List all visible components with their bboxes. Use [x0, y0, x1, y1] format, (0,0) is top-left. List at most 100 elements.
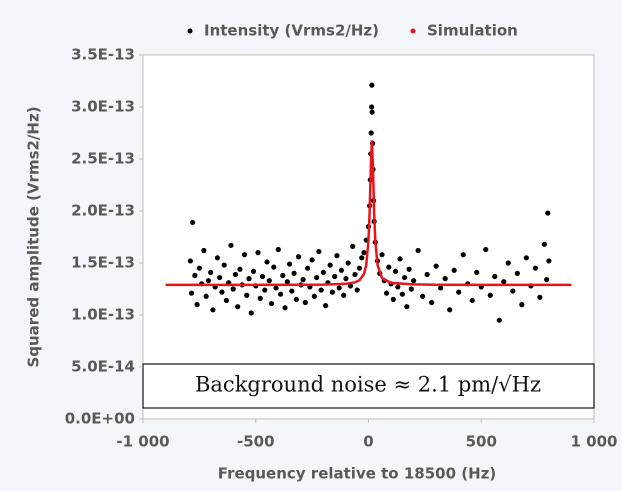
- data-point: [223, 297, 230, 304]
- data-point: [379, 252, 385, 258]
- data-point: [359, 255, 365, 261]
- data-point: [345, 260, 351, 266]
- data-point: [386, 264, 392, 270]
- data-point: [244, 292, 250, 298]
- data-point: [537, 294, 543, 300]
- data-point: [338, 267, 345, 273]
- data-point: [456, 289, 462, 295]
- data-point: [392, 268, 399, 274]
- data-point: [187, 258, 193, 264]
- data-point: [401, 274, 408, 281]
- data-point: [350, 243, 356, 249]
- data-point: [483, 246, 489, 253]
- data-point: [501, 279, 507, 285]
- data-point: [327, 262, 333, 268]
- y-tick-label: 3.5E-13: [71, 46, 135, 64]
- data-point: [544, 277, 550, 283]
- data-point: [433, 263, 439, 269]
- y-tick-label: 2.5E-13: [71, 150, 135, 168]
- data-point: [332, 273, 338, 280]
- data-point: [447, 307, 453, 313]
- x-tick-label: 1 000: [571, 433, 618, 451]
- data-point: [205, 278, 211, 284]
- data-point: [420, 293, 426, 299]
- data-point: [293, 296, 299, 302]
- x-tick-label: 500: [466, 433, 497, 451]
- data-point: [302, 299, 308, 306]
- data-point: [541, 241, 547, 247]
- data-point: [369, 109, 375, 115]
- y-tick-label: 1.5E-13: [71, 254, 135, 272]
- legend-marker: [410, 28, 416, 34]
- data-point: [188, 290, 195, 296]
- data-point: [318, 287, 324, 293]
- data-point: [190, 219, 196, 226]
- data-point: [356, 265, 363, 271]
- data-point: [442, 276, 448, 282]
- x-tick-label: 0: [363, 433, 373, 451]
- x-tick-label: -1 000: [116, 433, 169, 451]
- data-point: [246, 276, 252, 282]
- data-point: [397, 256, 403, 262]
- data-point: [546, 258, 552, 264]
- data-point: [235, 304, 241, 310]
- data-point: [228, 242, 234, 248]
- data-point: [369, 104, 375, 110]
- data-point: [496, 317, 502, 323]
- y-tick-label: 1.0E-13: [71, 306, 135, 324]
- data-point: [221, 262, 227, 268]
- data-point: [408, 286, 414, 292]
- data-point: [469, 297, 475, 304]
- data-point: [201, 247, 207, 254]
- data-point: [316, 248, 322, 255]
- y-tick-label: 5.0E-14: [71, 358, 135, 376]
- data-point: [248, 310, 254, 316]
- data-point: [282, 305, 288, 311]
- data-point: [352, 271, 358, 278]
- x-axis-title: Frequency relative to 18500 (Hz): [218, 465, 496, 483]
- data-point: [295, 254, 302, 260]
- data-point: [230, 286, 236, 292]
- data-point: [510, 288, 516, 294]
- data-point: [395, 284, 401, 290]
- data-point: [284, 279, 290, 285]
- annotation: Background noise ≈ 2.1 pm/√Hz: [195, 373, 541, 397]
- y-axis-title: Squared amplitude (Vrms2/Hz): [25, 106, 43, 367]
- data-point: [196, 265, 202, 271]
- data-point: [460, 252, 466, 258]
- data-point: [383, 290, 390, 296]
- legend-label: Intensity (Vrms2/Hz): [204, 22, 379, 40]
- data-point: [399, 291, 405, 297]
- data-point: [336, 285, 342, 291]
- data-point: [406, 266, 412, 272]
- data-point: [268, 300, 275, 307]
- data-point: [368, 130, 374, 136]
- data-point: [266, 278, 272, 284]
- marks: [165, 82, 572, 323]
- data-point: [203, 293, 209, 299]
- data-point: [214, 255, 221, 261]
- data-point: [438, 285, 444, 291]
- data-point: [492, 273, 498, 280]
- data-point: [291, 270, 297, 276]
- data-point: [334, 253, 340, 259]
- data-point: [250, 268, 257, 274]
- data-point: [320, 269, 326, 275]
- data-point: [323, 303, 329, 309]
- data-point: [487, 292, 493, 298]
- data-point: [208, 269, 214, 275]
- data-point: [237, 266, 243, 272]
- annotation-box: [142, 363, 595, 409]
- data-point: [311, 293, 317, 299]
- data-point: [415, 247, 421, 254]
- data-point: [411, 278, 417, 284]
- data-point: [519, 302, 525, 308]
- y-tick-label: 2.0E-13: [71, 202, 135, 220]
- data-point: [257, 295, 263, 301]
- data-point: [289, 288, 295, 294]
- data-point: [210, 307, 216, 313]
- data-point: [429, 299, 435, 306]
- data-point: [305, 265, 311, 271]
- simulation-line: [165, 140, 572, 287]
- legend-label: Simulation: [427, 22, 518, 40]
